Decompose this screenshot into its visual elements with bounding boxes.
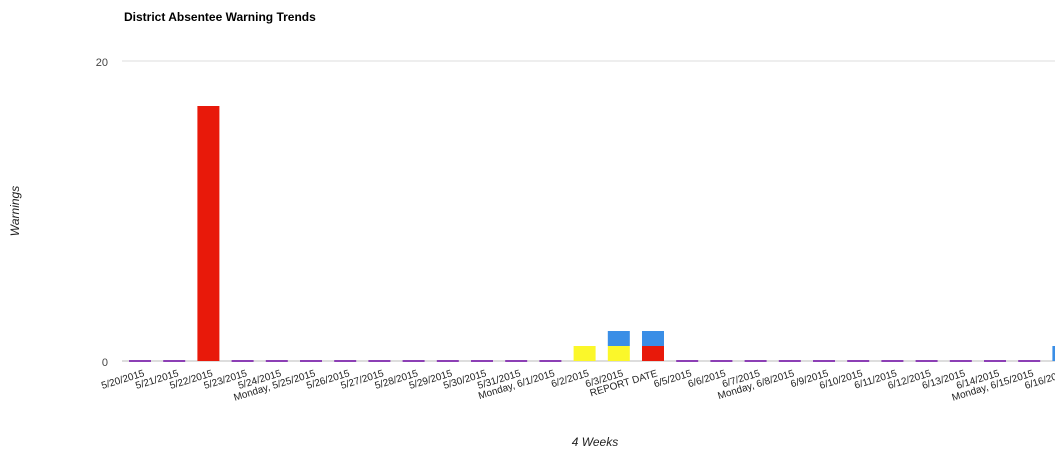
chart-title: District Absentee Warning Trends xyxy=(124,10,316,24)
zero-bar-marker xyxy=(505,360,528,362)
bar-segment[interactable] xyxy=(642,331,664,346)
zero-bar-marker xyxy=(847,360,870,362)
zero-bar-marker xyxy=(1018,360,1041,362)
zero-bar-marker xyxy=(334,360,357,362)
zero-bar-marker xyxy=(300,360,322,362)
zero-baseline-marks xyxy=(129,360,1041,362)
bar-segment[interactable] xyxy=(573,346,596,361)
bar-segment[interactable] xyxy=(642,346,664,361)
y-tick-label: 20 xyxy=(96,57,108,69)
bars xyxy=(197,106,1055,361)
zero-bar-marker xyxy=(231,360,254,362)
zero-bar-marker xyxy=(949,360,972,362)
zero-bar-marker xyxy=(984,360,1006,362)
zero-bar-marker xyxy=(881,360,904,362)
zero-bar-marker xyxy=(402,360,425,362)
gridlines xyxy=(122,60,1055,362)
zero-bar-marker xyxy=(676,360,699,362)
zero-bar-marker xyxy=(778,360,801,362)
zero-bar-marker xyxy=(915,360,938,362)
x-tick-labels: 5/20/20155/21/20155/22/20155/23/20155/24… xyxy=(100,368,1055,403)
zero-bar-marker xyxy=(163,360,186,362)
bar-segment[interactable] xyxy=(197,106,220,361)
zero-bar-marker xyxy=(744,360,767,362)
bar-segment[interactable] xyxy=(607,346,630,361)
y-tick-labels: 0 20 xyxy=(96,57,108,369)
y-tick-label: 0 xyxy=(102,357,108,369)
zero-bar-marker xyxy=(265,360,288,362)
zero-bar-marker xyxy=(129,360,151,362)
zero-bar-marker xyxy=(436,360,459,362)
bar-segment[interactable] xyxy=(607,331,630,346)
zero-bar-marker xyxy=(539,360,562,362)
x-axis-title: 4 Weeks xyxy=(572,435,618,449)
zero-bar-marker xyxy=(471,360,493,362)
zero-bar-marker xyxy=(813,360,835,362)
zero-bar-marker xyxy=(710,360,733,362)
y-axis-title: Warnings xyxy=(8,186,22,236)
bar-segment[interactable] xyxy=(1052,346,1055,361)
zero-bar-marker xyxy=(368,360,391,362)
